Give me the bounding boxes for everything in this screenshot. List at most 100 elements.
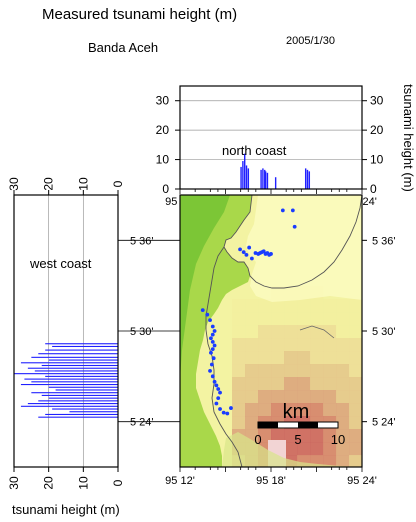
survey-point — [221, 410, 226, 415]
terrain-cell — [349, 429, 362, 443]
map-coastline-north — [223, 195, 362, 289]
terrain-cell — [323, 364, 337, 378]
terrain-cell — [258, 377, 272, 391]
terrain-cell — [336, 390, 350, 404]
terrain-cell — [245, 403, 259, 417]
survey-point — [212, 343, 217, 348]
west-coast-bottom-tick-label: 10 — [76, 476, 90, 490]
terrain-cell — [310, 442, 324, 456]
survey-point — [205, 312, 210, 317]
terrain-cell — [310, 429, 324, 443]
survey-point — [209, 350, 213, 355]
terrain-cell — [284, 364, 298, 378]
west-coast-bar — [31, 392, 118, 394]
terrain-cell — [297, 299, 311, 313]
terrain-cell — [323, 312, 337, 326]
terrain-cell — [245, 377, 259, 391]
west-coast-bar — [52, 408, 118, 410]
survey-point — [261, 249, 266, 254]
west-coast-bar — [45, 349, 118, 351]
terrain-cell — [284, 325, 298, 339]
north-coast-y-tick-label-right: 20 — [370, 123, 384, 137]
west-coast-bar — [27, 403, 118, 405]
north-coast-bar — [274, 177, 277, 189]
terrain-cell — [297, 390, 311, 404]
terrain-cell — [232, 403, 246, 417]
terrain-cell — [336, 299, 350, 313]
terrain-cell — [258, 312, 272, 326]
scale-bar: km 0 5 10 — [254, 401, 345, 447]
terrain-cell — [349, 351, 362, 365]
west-coast-bottom-tick-label: 30 — [7, 476, 21, 490]
west-coast-bar — [20, 362, 118, 364]
terrain-cell — [284, 377, 298, 391]
terrain-cell — [297, 364, 311, 378]
survey-map-panel: 95 12' 95 18' 95 24' 5 24' 5 24' 5 30' 5 30' 5 … — [118, 194, 396, 487]
survey-point — [218, 407, 222, 411]
terrain-cell — [245, 338, 259, 352]
west-coast-top-tick-label: 30 — [7, 177, 21, 191]
terrain-cell — [310, 377, 324, 391]
terrain-cell — [349, 338, 362, 352]
north-coast-y-tick-label-right: 0 — [370, 182, 377, 196]
terrain-cell — [336, 455, 350, 467]
survey-points — [200, 208, 297, 416]
terrain-cell — [258, 351, 272, 365]
terrain-cell — [232, 338, 246, 352]
west-coast-x-axis-label: tsunami height (m) — [12, 502, 120, 517]
terrain-cell — [245, 351, 259, 365]
west-coast-bar — [55, 389, 118, 391]
map-land-west — [180, 195, 252, 467]
date-label: 2005/1/30 — [286, 35, 335, 47]
north-coast-bar — [262, 168, 264, 189]
survey-point — [244, 252, 249, 257]
survey-point — [212, 329, 217, 333]
north-coast-y-tick-label: 10 — [156, 153, 170, 167]
terrain-cell — [336, 351, 350, 365]
west-coast-bar — [41, 364, 118, 367]
north-coast-bar — [244, 153, 246, 189]
west-coast-bar — [31, 356, 118, 358]
survey-point — [211, 356, 216, 361]
west-coast-bar — [45, 413, 118, 416]
north-coast-bar — [245, 165, 248, 189]
survey-point — [214, 383, 219, 388]
survey-point — [238, 247, 242, 252]
terrain-cell — [323, 390, 337, 404]
terrain-cell — [258, 390, 272, 404]
terrain-cell — [297, 351, 311, 365]
terrain-cell — [245, 299, 259, 313]
terrain-cell — [232, 299, 246, 313]
terrain-cell — [284, 299, 298, 313]
page-title: Measured tsunami height (m) — [42, 6, 238, 23]
west-coast-bar — [45, 343, 118, 345]
terrain-cell — [232, 325, 246, 339]
west-coast-y-tick-label: 5 24' — [130, 417, 154, 429]
scale-bar-segment-1 — [258, 422, 278, 428]
west-coast-title: west coast — [29, 256, 92, 271]
north-coast-bar — [240, 166, 242, 189]
north-coast-grid — [180, 100, 362, 160]
survey-point — [216, 396, 221, 400]
west-coast-bar — [38, 353, 118, 355]
terrain-cell — [349, 312, 362, 326]
terrain-cell — [271, 351, 285, 365]
terrain-cell — [323, 299, 337, 313]
terrain-cell — [310, 338, 324, 352]
map-sea-north — [246, 195, 362, 302]
west-coast-bar — [48, 386, 118, 388]
terrain-cell — [297, 377, 311, 391]
terrain-cell — [284, 403, 298, 417]
west-coast-y-tick-label: 5 36' — [130, 235, 154, 247]
west-coast-bar — [41, 394, 118, 396]
terrain-cell — [245, 312, 259, 326]
survey-point — [212, 379, 217, 384]
map-x-tick-label: 95 24' — [347, 475, 377, 487]
west-coast-bar — [24, 378, 118, 380]
west-coast-bar — [31, 381, 118, 383]
survey-point — [269, 252, 273, 256]
map-x-tick-label: 95 18' — [256, 475, 286, 487]
terrain-cell — [271, 299, 285, 313]
terrain-cell — [310, 390, 324, 404]
